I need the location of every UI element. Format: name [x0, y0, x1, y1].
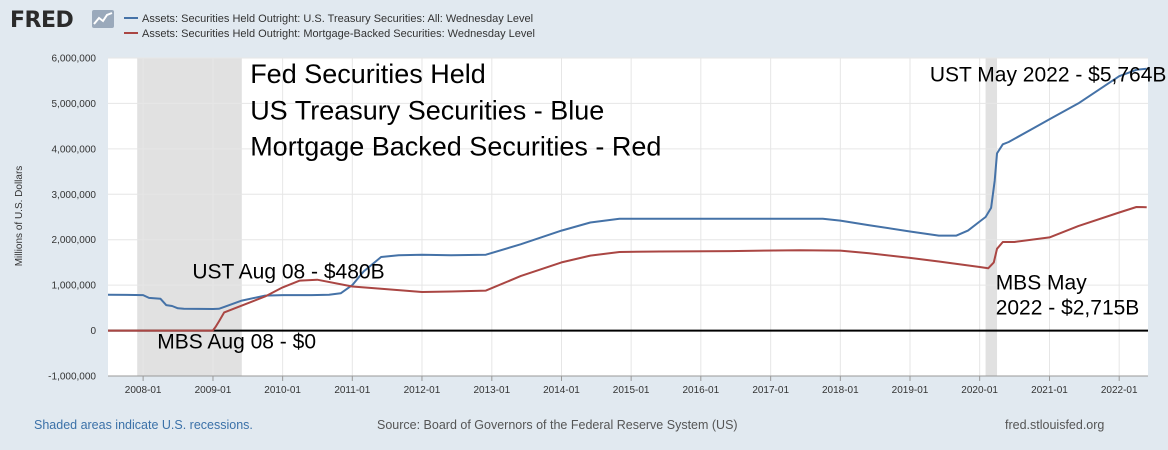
x-tick-label: 2011-01 — [334, 385, 370, 396]
chart-header: FRED Assets: Securities Held Outright: U… — [0, 0, 1168, 50]
plot-background — [108, 58, 1148, 376]
y-axis-ticks: 6,000,000 5,000,000 4,000,000 3,000,000 2,00… — [48, 54, 96, 383]
annotation-text-4: UST Aug 08 - $480B — [192, 260, 384, 283]
x-tick-label: 2019-01 — [892, 385, 929, 396]
recession-band-1 — [985, 58, 998, 376]
y-tick-label: 3,000,000 — [52, 190, 97, 201]
legend-label-mbs: Assets: Securities Held Outright: Mortga… — [142, 28, 535, 40]
annotation-text-5: MBS Aug 08 - $0 — [157, 331, 316, 354]
y-tick-label: 5,000,000 — [52, 99, 97, 110]
x-tick-label: 2020-01 — [961, 385, 998, 396]
annotation-text-1: US Treasury Securities - Blue — [250, 95, 604, 125]
y-tick-label: -1,000,000 — [48, 372, 96, 383]
legend-swatch-mbs — [124, 32, 138, 35]
x-tick-label: 2017-01 — [752, 385, 789, 396]
y-tick-label: 2,000,000 — [52, 235, 97, 246]
annotation-text-0: Fed Securities Held — [250, 59, 486, 89]
recessions-note[interactable]: Shaded areas indicate U.S. recessions. — [34, 418, 253, 432]
x-tick-label: 2010-01 — [264, 385, 301, 396]
x-tick-label: 2018-01 — [822, 385, 859, 396]
legend-item-mbs[interactable]: Assets: Securities Held Outright: Mortga… — [124, 28, 535, 40]
x-tick-label: 2016-01 — [682, 385, 719, 396]
annotation-text-6: MBS May — [996, 272, 1088, 295]
series-lines — [107, 67, 1147, 332]
series-line-mbs — [108, 206, 1147, 332]
x-axis-ticks: 2008-01 2009-01 2010-01 2011-01 2012-01 2013-… — [108, 375, 1148, 396]
y-tick-label: 4,000,000 — [52, 144, 97, 155]
x-tick-label: 2009-01 — [195, 385, 232, 396]
recession-band-0 — [137, 58, 242, 376]
legend-swatch-treasury — [124, 17, 138, 20]
annotation-text-7: 2022 - $2,715B — [996, 297, 1140, 320]
x-tick-label: 2008-01 — [125, 385, 162, 396]
series-line-treasury — [107, 67, 1147, 310]
x-tick-label: 2013-01 — [473, 385, 510, 396]
annotations: Fed Securities Held US Treasury Securitie… — [157, 59, 1166, 354]
annotation-text-2: Mortgage Backed Securities - Red — [250, 132, 661, 162]
x-tick-label: 2015-01 — [613, 385, 650, 396]
fred-logo[interactable]: FRED — [10, 8, 74, 33]
y-tick-label: 0 — [90, 326, 96, 337]
y-tick-label: 6,000,000 — [52, 54, 97, 65]
y-tick-label: 1,000,000 — [52, 281, 97, 292]
y-axis-title: Millions of U.S. Dollars — [14, 166, 25, 267]
x-tick-label: 2012-01 — [404, 385, 441, 396]
legend-item-treasury[interactable]: Assets: Securities Held Outright: U.S. T… — [124, 13, 533, 25]
x-tick-label: 2014-01 — [543, 385, 580, 396]
site-link[interactable]: fred.stlouisfed.org — [1005, 418, 1105, 432]
annotation-text-3: UST May 2022 - $5,764B — [930, 64, 1167, 87]
legend-label-treasury: Assets: Securities Held Outright: U.S. T… — [142, 13, 534, 25]
recession-shading — [137, 58, 998, 376]
x-tick-label: 2022-01 — [1101, 385, 1138, 396]
x-tick-label: 2021-01 — [1031, 385, 1068, 396]
chart-line-icon — [92, 10, 114, 28]
source-note: Source: Board of Governors of the Federa… — [377, 418, 738, 432]
